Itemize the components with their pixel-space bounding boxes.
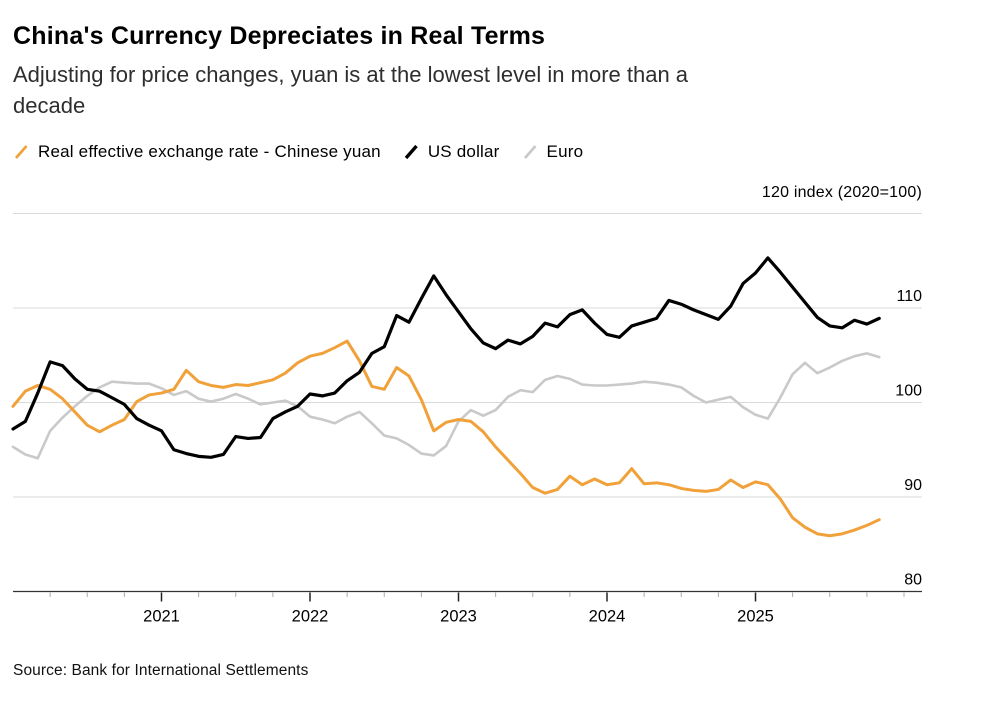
series-line-eur: [11, 352, 881, 460]
chart-header: China's Currency Depreciates in Real Ter…: [13, 22, 973, 121]
x-tick-label-2023: 2023: [440, 608, 477, 626]
x-tick-label-2025: 2025: [737, 608, 774, 626]
chart-subtitle: Adjusting for price changes, yuan is at …: [13, 61, 689, 118]
x-tick-label-2022: 2022: [292, 608, 329, 626]
legend-label-usd: US dollar: [427, 142, 500, 161]
y-tick-label-80: 80: [904, 572, 922, 589]
y-tick-label-110: 110: [896, 288, 922, 305]
eur-line-swatch-icon: [523, 145, 537, 159]
source-credit: Source: Bank for International Settlemen…: [13, 662, 309, 679]
legend-item-eur: Euro: [522, 142, 584, 162]
cny-line-swatch-icon: [14, 145, 28, 159]
y-tick-label-90: 90: [904, 477, 922, 494]
usd-line-swatch-icon: [404, 144, 418, 160]
x-tick-label-2021: 2021: [143, 608, 180, 626]
series-line-usd: [11, 256, 881, 459]
legend-label-eur: Euro: [546, 142, 584, 161]
legend-item-usd: US dollar: [403, 142, 500, 162]
series-line-cny: [11, 339, 881, 538]
y-tick-label-100: 100: [895, 383, 922, 400]
page-title: China's Currency Depreciates in Real Ter…: [13, 22, 546, 50]
y-axis-unit-label: 120 index (2020=100): [761, 184, 922, 201]
chart-legend: Real effective exchange rate - Chinese y…: [13, 142, 583, 162]
legend-label-cny: Real effective exchange rate - Chinese y…: [38, 142, 381, 161]
x-tick-label-2024: 2024: [589, 608, 626, 626]
legend-item-cny: Real effective exchange rate - Chinese y…: [13, 142, 381, 162]
